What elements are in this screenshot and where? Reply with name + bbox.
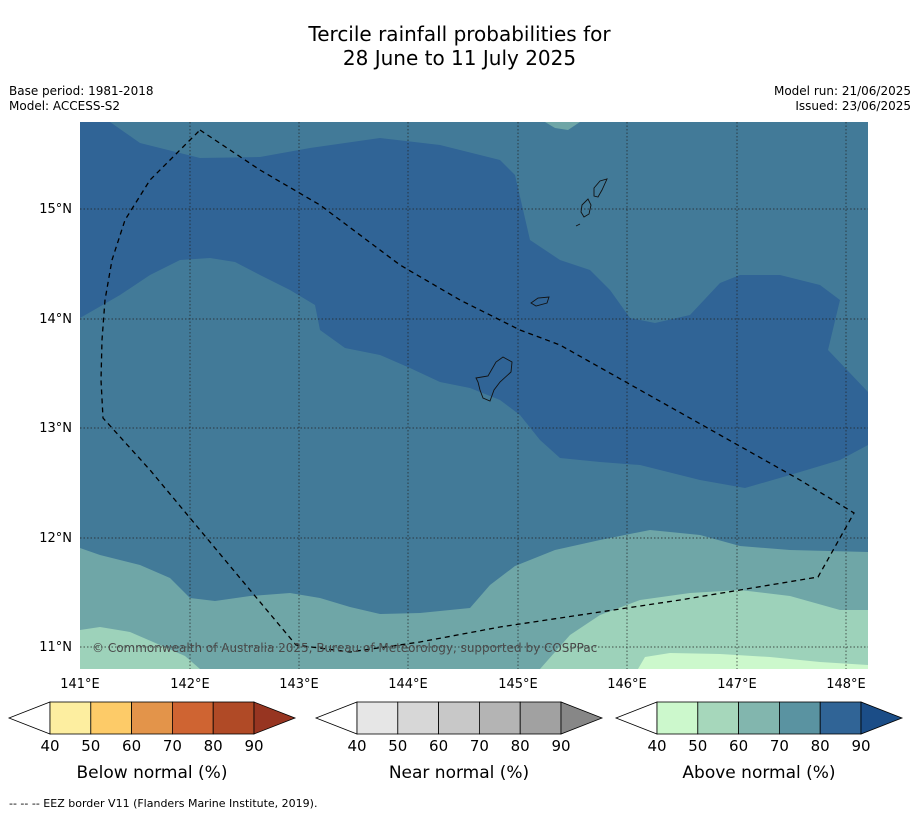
colorbar-tick-label: 50 — [81, 737, 100, 755]
colorbar-swatch — [438, 701, 480, 735]
colorbar-tick-label: 40 — [647, 737, 666, 755]
colorbar-tick-label: 90 — [244, 737, 263, 755]
colorbar-label: Near normal (%) — [389, 763, 529, 783]
lon-label-145: 145°E — [498, 677, 538, 692]
colorbar-swatch — [212, 701, 255, 735]
colorbar-label: Below normal (%) — [77, 763, 228, 783]
colorbar-tick-label: 60 — [122, 737, 141, 755]
lon-label-142: 142°E — [170, 677, 210, 692]
colorbar-below: 40 50 60 70 80 90 Below normal (%) — [7, 701, 297, 783]
colorbar-tick-label: 80 — [511, 737, 530, 755]
colorbar-swatch — [90, 701, 133, 735]
issued-date: Issued: 23/06/2025 — [795, 99, 911, 113]
colorbars: 40 50 60 70 80 90 Below normal (%) 40 50 60 70 80 90… — [7, 701, 904, 783]
colorbar-tick-label: 70 — [770, 737, 789, 755]
colorbar-extend-low — [7, 701, 51, 735]
base-period: Base period: 1981-2018 — [9, 84, 154, 98]
graticule — [80, 122, 868, 669]
colorbar-tick-label: 40 — [347, 737, 366, 755]
lat-label-14: 14°N — [39, 312, 72, 327]
island-rota — [530, 296, 550, 307]
lat-label-13: 13°N — [39, 421, 72, 436]
lat-label-15: 15°N — [39, 202, 72, 217]
colorbar-swatch — [171, 701, 214, 735]
zone-50-60-east — [540, 590, 868, 669]
lon-label-148: 148°E — [826, 677, 866, 692]
colorbar-tick-label: 70 — [470, 737, 489, 755]
colorbar-swatch — [519, 701, 562, 735]
colorbar-swatch — [131, 701, 173, 735]
colorbar-tick-label: 40 — [40, 737, 59, 755]
model-name: Model: ACCESS-S2 — [9, 99, 121, 113]
colorbar-extend-high — [560, 701, 604, 735]
meta-right: Model run: 21/06/2025 Issued: 23/06/2025 — [774, 84, 911, 114]
zone-50-60 — [80, 627, 200, 669]
latitude-labels: 15°N 14°N 13°N 12°N 11°N — [39, 202, 72, 655]
copyright-notice: © Commonwealth of Australia 2025, Bureau… — [92, 641, 597, 655]
colorbar-extend-low — [614, 701, 658, 735]
lon-label-146: 146°E — [607, 677, 647, 692]
colorbar-swatch — [478, 701, 521, 735]
colorbar-swatch — [397, 701, 439, 735]
colorbar-tick-label: 90 — [551, 737, 570, 755]
colorbar-extend-high — [860, 701, 904, 735]
lon-label-141: 141°E — [60, 677, 100, 692]
zone-40-50 — [638, 653, 868, 669]
island-saipan — [593, 178, 608, 198]
colorbar-tick-label: 60 — [729, 737, 748, 755]
lon-label-144: 144°E — [388, 677, 428, 692]
colorbar-tick-label: 50 — [688, 737, 707, 755]
colorbar-swatch — [819, 701, 862, 735]
island-guam — [475, 356, 513, 402]
colorbar-tick-label: 90 — [851, 737, 870, 755]
colorbar-swatch — [697, 701, 739, 735]
map-title: Tercile rainfall probabilities for 28 Ju… — [0, 22, 919, 70]
colorbar-swatch — [779, 701, 821, 735]
zone-80-90 — [80, 122, 868, 488]
colorbar-extend-high — [253, 701, 297, 735]
colorbar-extend-low — [314, 701, 358, 735]
lon-label-143: 143°E — [279, 677, 319, 692]
colorbar-tick-label: 80 — [204, 737, 223, 755]
island-aguijan — [575, 223, 581, 227]
island-tinian — [580, 198, 592, 218]
lat-label-12: 12°N — [39, 531, 72, 546]
probability-field — [80, 122, 868, 669]
eez-footnote: -- -- -- EEZ border V11 (Flanders Marine… — [9, 797, 318, 810]
meta-left: Base period: 1981-2018 Model: ACCESS-S2 — [9, 84, 154, 114]
longitude-labels: 141°E 142°E 143°E 144°E 145°E 146°E 147°… — [60, 677, 866, 692]
colorbar-near: 40 50 60 70 80 90 Near normal (%) — [314, 701, 604, 783]
title-line-1: Tercile rainfall probabilities for — [308, 22, 611, 46]
islands — [475, 178, 608, 402]
zone-50-60-north — [545, 122, 580, 130]
model-run: Model run: 21/06/2025 — [773, 84, 911, 98]
lon-label-147: 147°E — [717, 677, 757, 692]
title-line-2: 28 June to 11 July 2025 — [342, 46, 577, 70]
colorbar-tick-label: 70 — [163, 737, 182, 755]
colorbar-above: 40 50 60 70 80 90 Above normal (%) — [614, 701, 904, 783]
colorbar-swatch — [49, 701, 92, 735]
lat-label-11: 11°N — [39, 640, 72, 655]
colorbar-tick-label: 60 — [429, 737, 448, 755]
colorbar-swatch — [356, 701, 399, 735]
colorbar-swatch — [738, 701, 780, 735]
colorbar-tick-label: 50 — [388, 737, 407, 755]
colorbar-swatch — [656, 701, 699, 735]
colorbar-label: Above normal (%) — [682, 763, 835, 783]
colorbar-tick-label: 80 — [811, 737, 830, 755]
